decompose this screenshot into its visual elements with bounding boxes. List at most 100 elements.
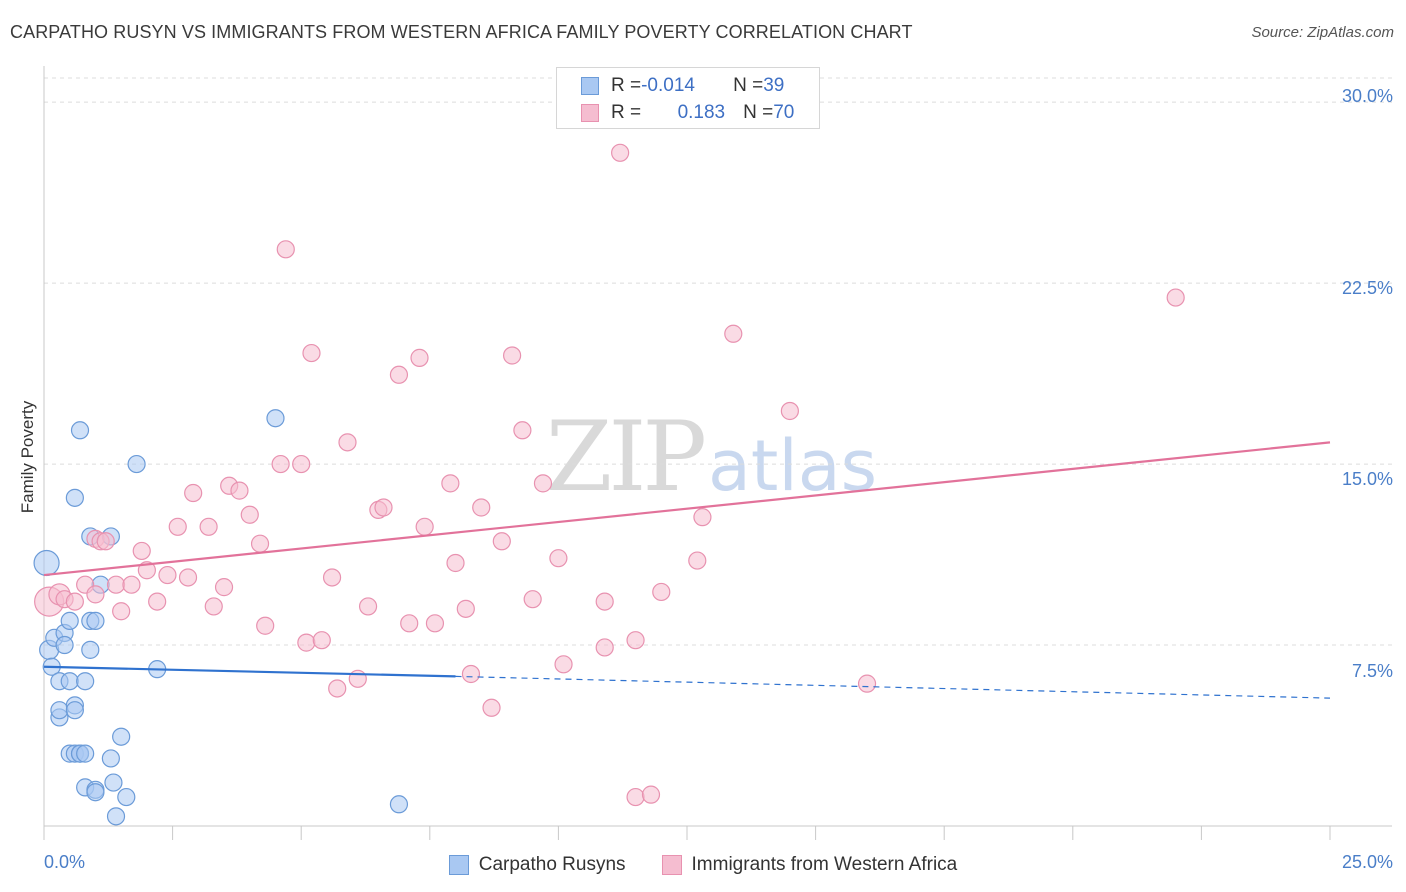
trend-line-blue (43, 665, 456, 678)
legend-swatch-pink (581, 104, 599, 122)
series-legend-item: Carpatho Rusyns (448, 854, 626, 876)
data-point-blue (65, 701, 84, 720)
data-point-pink (230, 481, 249, 500)
data-point-blue (266, 409, 285, 428)
data-point-pink (358, 597, 378, 616)
trend-line-pink (43, 441, 1331, 577)
data-point-pink (112, 602, 131, 621)
data-point-pink (276, 240, 295, 259)
watermark-atlas: atlas (708, 425, 877, 507)
data-point-pink (441, 474, 460, 493)
data-point-blue (76, 672, 95, 691)
data-point-pink (857, 674, 877, 693)
data-point-pink (652, 582, 671, 602)
data-point-pink (415, 517, 434, 536)
data-point-pink (456, 599, 475, 618)
data-point-pink (780, 401, 799, 421)
data-point-pink (214, 578, 234, 597)
data-point-pink (425, 614, 445, 633)
y-tick-label: 22.5% (1341, 278, 1393, 298)
data-point-blue (81, 640, 100, 659)
data-point-pink (86, 585, 105, 604)
series-legend-item: Immigrants from Western Africa (661, 854, 957, 876)
data-point-pink (297, 633, 316, 652)
data-point-pink (554, 655, 573, 674)
data-point-blue (86, 611, 105, 631)
data-point-pink (302, 343, 321, 363)
data-point-pink (446, 553, 465, 573)
data-point-pink (1166, 288, 1185, 307)
data-point-blue (104, 773, 123, 792)
data-point-pink (533, 474, 553, 493)
data-point-blue (50, 701, 69, 720)
data-point-blue (86, 783, 105, 802)
series-legend-label: Carpatho Rusyns (478, 854, 626, 875)
y-tick-label: 7.5% (1351, 661, 1393, 681)
data-point-blue (76, 744, 95, 763)
data-point-blue (60, 672, 79, 691)
data-point-pink (148, 592, 167, 611)
data-point-pink (168, 517, 187, 536)
data-point-pink (374, 498, 393, 517)
legend-r-value: 0.183 (677, 102, 726, 123)
y-tick-label: 15.0% (1341, 469, 1393, 489)
data-point-blue (55, 635, 74, 655)
data-point-blue (65, 488, 84, 507)
chart-title: CARPATHO RUSYN VS IMMIGRANTS FROM WESTER… (10, 22, 913, 42)
legend-n-value: 70 (773, 102, 795, 123)
data-point-blue (117, 787, 136, 807)
data-point-pink (503, 346, 522, 365)
data-point-pink (549, 549, 568, 568)
data-point-blue (112, 727, 131, 746)
data-point-blue (33, 549, 60, 577)
data-point-pink (523, 590, 542, 609)
data-point-pink (461, 664, 481, 684)
correlation-legend: R = -0.014 N = 39 R = 0.183 N = 70 (556, 67, 820, 129)
data-point-blue (389, 795, 409, 814)
data-point-pink (322, 568, 342, 587)
data-point-pink (122, 575, 141, 594)
data-point-pink (348, 669, 367, 688)
data-point-pink (96, 532, 115, 551)
data-point-pink (482, 698, 501, 717)
chart-source: Source: ZipAtlas.com (1251, 24, 1394, 41)
data-point-pink (472, 498, 491, 517)
data-point-pink (338, 433, 357, 452)
data-point-pink (693, 508, 712, 527)
watermark-zip: ZIP (546, 401, 705, 513)
data-point-pink (132, 541, 151, 561)
data-point-pink (595, 638, 614, 657)
legend-n-label: N = (743, 102, 774, 123)
legend-r-value: -0.014 (641, 75, 695, 96)
data-point-pink (250, 534, 270, 553)
data-point-pink (292, 454, 311, 474)
data-point-pink (256, 616, 275, 635)
x-tick-label-max: 25.0% (1341, 852, 1393, 872)
data-point-pink (626, 787, 645, 807)
data-point-blue (70, 421, 90, 440)
legend-r-label: R = (611, 102, 642, 123)
data-point-pink (158, 565, 177, 585)
data-point-pink (240, 505, 259, 524)
data-point-pink (513, 421, 532, 440)
legend-n-value: 39 (763, 75, 785, 96)
data-point-blue (127, 454, 146, 474)
data-point-pink (626, 631, 645, 650)
data-point-pink (641, 785, 661, 804)
series-legend: Carpatho Rusyns Immigrants from Western … (0, 852, 1406, 878)
x-tick-label-min: 0.0% (44, 852, 86, 872)
legend-n-label: N = (733, 75, 764, 96)
series-swatch-pink (661, 855, 682, 875)
legend-r-label: R = (611, 75, 642, 96)
data-point-blue (60, 611, 79, 631)
data-point-pink (492, 532, 511, 551)
data-point-pink (389, 365, 409, 384)
data-point-pink (199, 517, 218, 536)
data-point-pink (204, 597, 223, 616)
data-point-blue (101, 749, 120, 768)
legend-swatch-blue (581, 77, 599, 95)
data-point-pink (688, 551, 707, 570)
legend-row-pink: R = 0.183 N = 70 (581, 100, 794, 126)
y-tick-label: 30.0% (1341, 86, 1393, 106)
